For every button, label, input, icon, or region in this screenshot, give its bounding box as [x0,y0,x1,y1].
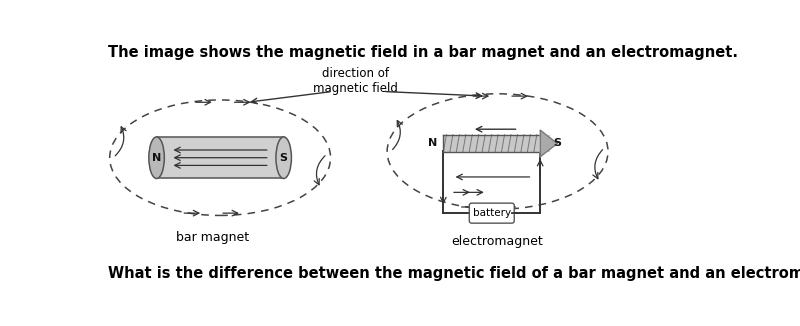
FancyBboxPatch shape [470,203,514,223]
Text: The image shows the magnetic field in a bar magnet and an electromagnet.: The image shows the magnetic field in a … [108,45,738,60]
Text: battery: battery [473,208,511,218]
Text: N: N [428,139,437,148]
Text: What is the difference between the magnetic field of a bar magnet and an electro: What is the difference between the magne… [108,266,800,281]
Text: S: S [554,139,562,148]
Ellipse shape [149,137,164,179]
Text: direction of
magnetic field: direction of magnetic field [314,67,398,95]
Text: electromagnet: electromagnet [452,235,543,248]
Ellipse shape [276,137,291,179]
Text: S: S [280,153,288,163]
Text: bar magnet: bar magnet [176,231,249,244]
Text: N: N [152,153,162,163]
Bar [157,137,284,179]
Bar [443,135,550,152]
FancyArrow shape [540,130,558,157]
